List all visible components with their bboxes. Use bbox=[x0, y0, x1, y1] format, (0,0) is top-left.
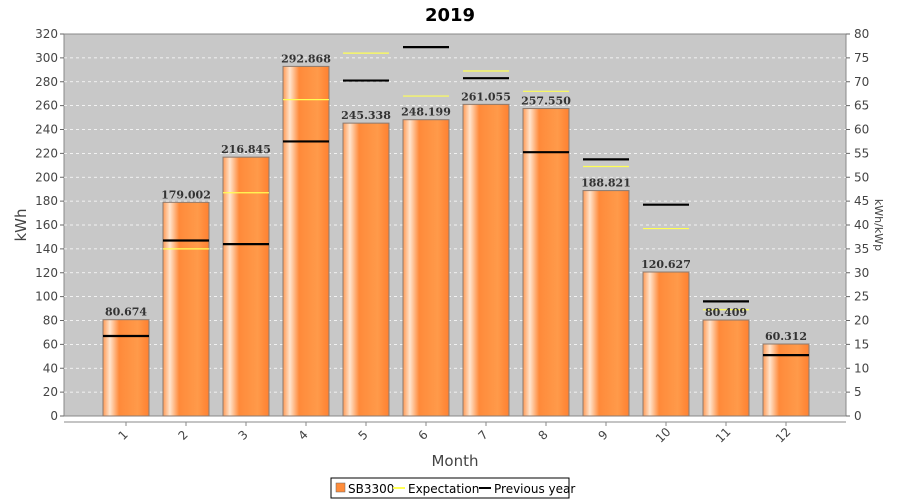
bar-month-2 bbox=[162, 201, 210, 417]
bar-month-3 bbox=[222, 156, 270, 417]
y-tick-label: 280 bbox=[35, 75, 58, 89]
x-tick-label: 7 bbox=[476, 428, 491, 443]
y2-tick-label: 75 bbox=[854, 51, 869, 65]
bar-month-6 bbox=[402, 119, 450, 417]
x-axis: 1 2 3 4 5 6 7 8 9 10 11 12 bbox=[64, 421, 846, 446]
bar-month-5 bbox=[342, 122, 390, 417]
y-tick-label: 140 bbox=[35, 242, 58, 256]
y-tick-label: 0 bbox=[50, 409, 58, 423]
x-tick-label: 11 bbox=[713, 425, 734, 446]
y-tick-label: 240 bbox=[35, 123, 58, 137]
y2-tick-label: 40 bbox=[854, 218, 869, 232]
y2-axis-label: kWh/kWp bbox=[872, 199, 885, 251]
y-tick-label: 300 bbox=[35, 51, 58, 65]
y-tick-label: 80 bbox=[43, 314, 58, 328]
bar-month-10 bbox=[642, 271, 690, 417]
y-tick-label: 40 bbox=[43, 361, 58, 375]
y2-tick-label: 35 bbox=[854, 242, 869, 256]
bar-value-label: 216.845 bbox=[221, 143, 271, 156]
chart-title: 2019 bbox=[425, 5, 475, 26]
x-tick-label: 8 bbox=[536, 428, 551, 443]
legend: SB3300 Expectation Previous year bbox=[330, 477, 575, 499]
y-axis-label: kWh bbox=[12, 208, 30, 241]
x-tick-label: 12 bbox=[773, 425, 794, 446]
legend-label-previous-year: Previous year bbox=[494, 482, 575, 496]
y2-tick-label: 5 bbox=[854, 385, 862, 399]
y-tick-label: 320 bbox=[35, 27, 58, 41]
bar-value-label: 245.338 bbox=[341, 109, 391, 122]
bar-month-9 bbox=[582, 190, 630, 417]
bar-month-7 bbox=[462, 103, 510, 417]
y2-tick-label: 0 bbox=[854, 409, 862, 423]
y2-tick-label: 65 bbox=[854, 99, 869, 113]
y-tick-label: 260 bbox=[35, 99, 58, 113]
bar-value-label: 188.821 bbox=[581, 177, 631, 190]
bar-value-label: 292.868 bbox=[281, 52, 331, 65]
y-axis-left: 0 20 40 60 80 100 120 140 160 180 200 220 240 260 280 3… bbox=[35, 27, 64, 423]
y-tick-label: 120 bbox=[35, 266, 58, 280]
bar-value-label: 248.199 bbox=[401, 106, 451, 119]
bar-value-label: 120.627 bbox=[641, 258, 691, 271]
y2-tick-label: 70 bbox=[854, 75, 869, 89]
bar-value-label: 60.312 bbox=[765, 330, 807, 343]
x-tick-label: 3 bbox=[236, 428, 251, 443]
y2-tick-label: 50 bbox=[854, 170, 869, 184]
y-tick-label: 60 bbox=[43, 337, 58, 351]
legend-label-sb3300: SB3300 bbox=[348, 482, 394, 496]
y-tick-label: 20 bbox=[43, 385, 58, 399]
legend-swatch-sb3300 bbox=[335, 482, 346, 493]
x-tick-label: 9 bbox=[596, 428, 611, 443]
x-tick-label: 2 bbox=[176, 428, 191, 443]
x-tick-label: 10 bbox=[653, 425, 674, 446]
bar-month-11 bbox=[702, 319, 750, 417]
bar-value-label: 179.002 bbox=[161, 188, 211, 201]
y-tick-label: 200 bbox=[35, 170, 58, 184]
y2-tick-label: 20 bbox=[854, 314, 869, 328]
y-tick-label: 100 bbox=[35, 290, 58, 304]
y2-tick-label: 30 bbox=[854, 266, 869, 280]
bar-month-1 bbox=[102, 319, 150, 417]
x-tick-label: 1 bbox=[116, 428, 131, 443]
bar-value-label: 261.055 bbox=[461, 90, 511, 103]
y2-tick-label: 10 bbox=[854, 361, 869, 375]
x-axis-label: Month bbox=[431, 452, 478, 470]
y2-tick-label: 15 bbox=[854, 337, 869, 351]
y2-tick-label: 25 bbox=[854, 290, 869, 304]
y-tick-label: 160 bbox=[35, 218, 58, 232]
y2-tick-label: 80 bbox=[854, 27, 869, 41]
bar-value-label: 80.674 bbox=[105, 306, 147, 319]
legend-box bbox=[330, 477, 570, 499]
y2-tick-label: 60 bbox=[854, 123, 869, 137]
gridlines bbox=[64, 57, 846, 393]
x-tick-label: 6 bbox=[416, 428, 431, 443]
marker-series bbox=[103, 46, 809, 357]
x-tick-label: 4 bbox=[296, 428, 311, 443]
data-labels: 80.674 179.002 216.845 292.868 245.338 248.19… bbox=[105, 52, 807, 343]
y-tick-label: 220 bbox=[35, 146, 58, 160]
bar-month-8 bbox=[522, 108, 570, 417]
y2-tick-label: 45 bbox=[854, 194, 869, 208]
y-tick-label: 180 bbox=[35, 194, 58, 208]
legend-label-expectation: Expectation bbox=[408, 482, 479, 496]
y-axis-right: 0 5 10 15 20 25 30 35 40 45 50 55 60 65 70 75 80 bbox=[846, 27, 869, 423]
x-tick-label: 5 bbox=[356, 428, 371, 443]
bar-value-label: 257.550 bbox=[521, 95, 571, 108]
bar-value-label: 80.409 bbox=[705, 306, 747, 319]
y2-tick-label: 55 bbox=[854, 146, 869, 160]
bar-series bbox=[102, 65, 810, 417]
bar-month-4 bbox=[282, 65, 330, 417]
